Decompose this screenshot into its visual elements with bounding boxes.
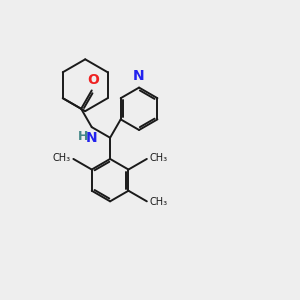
Text: H: H xyxy=(78,130,88,143)
Text: N: N xyxy=(85,131,97,145)
Text: CH₃: CH₃ xyxy=(53,153,71,163)
Text: CH₃: CH₃ xyxy=(149,197,167,207)
Text: O: O xyxy=(87,73,99,87)
Text: N: N xyxy=(133,69,145,83)
Text: CH₃: CH₃ xyxy=(149,153,167,163)
